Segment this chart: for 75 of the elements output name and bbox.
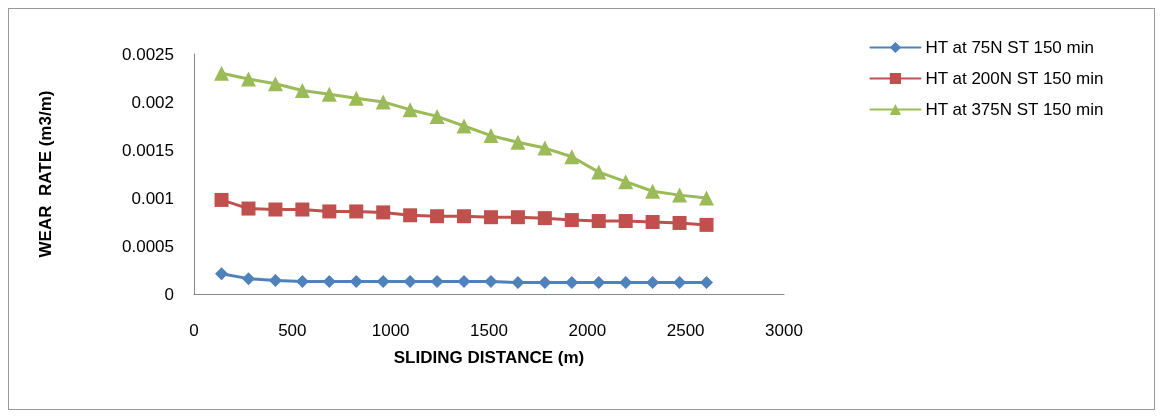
- point: [646, 275, 660, 289]
- point: [510, 134, 526, 150]
- point: [295, 275, 309, 289]
- point: [322, 275, 336, 289]
- point: [295, 202, 310, 217]
- x-axis-title: SLIDING DISTANCE (m): [393, 348, 585, 367]
- y-tick-label: 0: [164, 284, 174, 304]
- point: [592, 275, 606, 289]
- point: [215, 267, 229, 281]
- point: [429, 108, 445, 124]
- point: [700, 275, 714, 289]
- point: [349, 204, 364, 219]
- point: [375, 94, 391, 110]
- point: [510, 210, 525, 225]
- point: [645, 215, 660, 229]
- point: [376, 205, 391, 220]
- point: [267, 76, 283, 92]
- x-tick-label: 2000: [568, 321, 607, 340]
- point: [214, 65, 230, 81]
- point: [618, 214, 633, 229]
- point: [456, 118, 472, 134]
- point: [403, 208, 418, 223]
- x-tick-label: 0: [189, 321, 199, 340]
- point: [349, 275, 363, 289]
- point: [484, 275, 498, 289]
- x-tick-label: 3000: [765, 321, 803, 340]
- point: [403, 275, 417, 289]
- point: [619, 275, 633, 289]
- y-tick-label: 0.002: [131, 92, 174, 112]
- point: [214, 192, 229, 207]
- point: [457, 209, 472, 224]
- point: [618, 174, 634, 190]
- point: [348, 90, 364, 106]
- point: [402, 102, 418, 118]
- point: [322, 204, 337, 219]
- point: [511, 275, 525, 289]
- legend-label: HT at 375N ST 150 min: [925, 100, 1104, 119]
- point: [699, 217, 714, 232]
- point: [564, 149, 580, 165]
- x-tick-label: 2500: [666, 321, 705, 340]
- point: [241, 272, 255, 286]
- point: [430, 275, 444, 289]
- point: [430, 209, 445, 224]
- point: [294, 82, 310, 98]
- y-axis-title: WEAR RATE (m3/m): [36, 90, 55, 258]
- y-tick-label: 0.001: [131, 188, 174, 208]
- y-tick-label: 0.0005: [122, 236, 174, 256]
- point: [538, 275, 552, 289]
- point: [240, 71, 256, 87]
- point: [645, 183, 661, 199]
- point: [376, 275, 390, 289]
- point: [537, 140, 553, 156]
- point: [457, 275, 471, 289]
- point: [537, 211, 552, 226]
- point: [673, 275, 687, 289]
- point: [483, 128, 499, 144]
- point: [565, 275, 579, 289]
- legend-label: HT at 200N ST 150 min: [925, 69, 1104, 88]
- point: [564, 213, 579, 228]
- point: [241, 201, 256, 216]
- point: [699, 190, 715, 206]
- point: [672, 187, 688, 203]
- point: [591, 214, 606, 229]
- x-tick-label: 500: [278, 321, 307, 340]
- x-tick-label: 1500: [470, 321, 508, 340]
- point: [268, 202, 283, 217]
- point: [268, 274, 282, 288]
- y-tick-label: 0.0015: [122, 140, 174, 160]
- point: [321, 86, 337, 102]
- point: [672, 215, 687, 230]
- y-tick-label: 0.0025: [122, 44, 174, 64]
- point: [483, 210, 498, 225]
- point: [591, 164, 607, 180]
- x-tick-label: 1000: [371, 321, 410, 340]
- legend-label: HT at 75N ST 150 min: [925, 38, 1094, 57]
